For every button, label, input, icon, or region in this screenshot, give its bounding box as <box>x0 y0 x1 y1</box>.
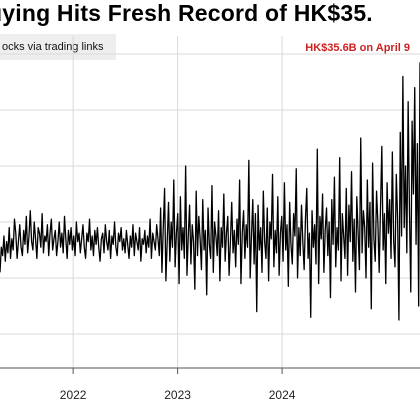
x-tick-label: 2022 <box>60 388 87 402</box>
series-line <box>0 62 420 321</box>
series-line-group <box>0 62 420 321</box>
x-tick-label: 2024 <box>269 388 296 402</box>
x-axis: 2022 2023 2024 <box>0 367 420 402</box>
chart-subtitle: ocks via trading links <box>0 34 116 60</box>
x-tick-label: 2023 <box>164 388 191 402</box>
gridlines <box>0 36 420 368</box>
chart-title: uying Hits Fresh Record of HK$35. <box>0 0 373 26</box>
subtitle-text: ocks via trading links <box>2 41 104 53</box>
peak-annotation: HK$35.6B on April 9 <box>305 42 410 54</box>
